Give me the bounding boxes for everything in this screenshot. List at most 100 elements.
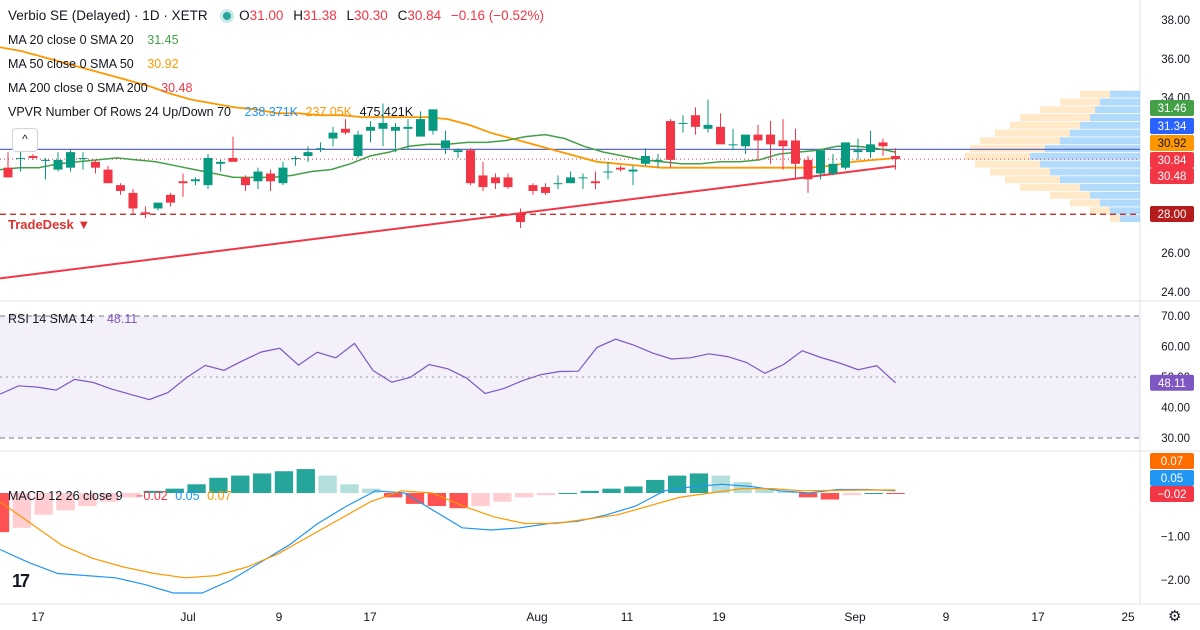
candle-body <box>578 177 588 179</box>
macd-histogram-bar <box>78 493 97 507</box>
candle-body <box>228 157 238 162</box>
volume-profile-bar <box>1020 183 1080 191</box>
macd-histogram-bar <box>515 493 534 498</box>
candle-body <box>853 150 863 153</box>
candle-body <box>878 142 888 147</box>
x-tick-label: Aug <box>526 610 547 624</box>
ma50-label: MA 50 close 0 SMA 50 <box>8 57 134 71</box>
candle-body <box>778 140 788 147</box>
ma20-value: 31.45 <box>147 33 179 47</box>
macd-histogram-bar <box>798 493 818 498</box>
candle-body <box>78 157 88 159</box>
macd-histogram-bar <box>536 493 556 496</box>
macd-tick-label: −2.00 <box>1161 575 1190 587</box>
candle-body <box>816 150 825 174</box>
macd-tag-bg <box>1150 470 1194 486</box>
macd-signal-value: 0.07 <box>207 489 232 503</box>
low-value: 30.30 <box>354 8 388 23</box>
candle-body <box>153 202 163 209</box>
macd-tag-bg <box>1150 486 1194 502</box>
candle-body <box>728 144 738 146</box>
volume-profile-bar <box>980 137 1060 145</box>
ma200-value: 30.48 <box>161 81 193 95</box>
volume-profile-bar <box>1050 191 1090 199</box>
ma200-line <box>0 165 896 280</box>
macd-histogram-bar <box>274 471 294 493</box>
tradingview-logo-icon[interactable]: 17 <box>12 571 30 591</box>
macd-histogram-bar <box>449 493 468 509</box>
macd-histogram-bar <box>405 493 425 504</box>
macd-signal-line <box>0 488 896 579</box>
candle-body <box>353 134 363 156</box>
price-tag-bg <box>1150 168 1194 184</box>
volume-profile-bar <box>1090 207 1110 215</box>
vpvr-legend[interactable]: VPVR Number Of Rows 24 Up/Down 70 238.37… <box>8 104 417 120</box>
volume-profile-bar <box>1030 152 1140 160</box>
rsi-legend[interactable]: RSI 14 SMA 14 48.11 <box>8 311 141 327</box>
volume-profile-bar <box>1080 90 1110 98</box>
x-tick-label: 25 <box>1121 610 1135 624</box>
candle-body <box>591 181 600 184</box>
candle-body <box>166 194 175 203</box>
candle-body <box>491 177 500 184</box>
vpvr-up-value: 238.371K <box>244 105 299 119</box>
volume-profile-bar <box>1080 121 1140 129</box>
x-tick-label: 11 <box>621 610 634 624</box>
x-tick-label: 17 <box>31 610 45 624</box>
candle-body <box>316 148 325 150</box>
macd-tag-text: 0.07 <box>1161 456 1183 468</box>
candle-body <box>191 179 200 182</box>
volume-profile-bar <box>1080 183 1140 191</box>
macd-histogram-bar <box>12 493 32 528</box>
collapse-legend-button[interactable]: ^ <box>12 128 38 152</box>
candle-body <box>441 140 450 149</box>
candle-body <box>53 159 63 170</box>
candle-body <box>541 187 550 193</box>
price-tick-label: 24.00 <box>1161 287 1190 299</box>
macd-histogram-bar <box>493 493 512 502</box>
candle-body <box>28 156 38 158</box>
macd-legend[interactable]: MACD 12 26 close 9 −0.02 0.05 0.07 <box>8 488 235 504</box>
candle-body <box>566 177 575 184</box>
ma20-legend[interactable]: MA 20 close 0 SMA 20 31.45 <box>8 32 183 48</box>
ma50-legend[interactable]: MA 50 close 0 SMA 50 30.92 <box>8 56 183 72</box>
macd-histogram-bar <box>471 493 490 507</box>
market-status-dot <box>223 11 232 20</box>
x-tick-label: Sep <box>844 610 866 624</box>
rsi-tick-label: 30.00 <box>1161 433 1190 445</box>
candle-body <box>803 159 813 180</box>
volume-profile-bar <box>1070 199 1100 207</box>
candle-body <box>278 167 288 184</box>
macd-histogram-bar <box>886 493 905 494</box>
settings-gear-icon[interactable]: ⚙ <box>1168 608 1182 625</box>
volume-profile-bar <box>970 145 1045 153</box>
candle-body <box>128 192 138 209</box>
candle-body <box>791 140 800 164</box>
volume-profile-bar <box>990 168 1050 176</box>
candle-body <box>3 167 13 178</box>
macd-histogram-bar <box>231 475 250 493</box>
ma200-legend[interactable]: MA 200 close 0 SMA 200 30.48 <box>8 80 196 96</box>
volume-profile-bar <box>1040 106 1095 114</box>
candle-body <box>328 132 338 139</box>
x-tick-label: 9 <box>943 610 950 624</box>
rsi-tag-text: 48.11 <box>1158 378 1186 390</box>
candle-body <box>266 173 275 182</box>
candle-body <box>703 124 713 129</box>
tradedesk-label[interactable]: TradeDesk ▼ <box>8 217 91 232</box>
macd-histogram-bar <box>842 493 861 496</box>
candle-body <box>741 134 750 147</box>
price-tag-text: 31.34 <box>1158 121 1187 133</box>
candle-body <box>41 159 50 161</box>
macd-histogram-bar <box>864 493 883 494</box>
volume-profile-bar <box>1010 121 1080 129</box>
candle-body <box>66 152 75 168</box>
macd-histogram-bar <box>209 477 228 493</box>
x-tick-label: 17 <box>1031 610 1045 624</box>
price-tag-text: 31.46 <box>1158 103 1187 115</box>
symbol-title: Verbio SE (Delayed) · 1D · XETR <box>8 8 208 23</box>
volume-profile-bar <box>1100 98 1140 106</box>
candle-body <box>666 121 675 160</box>
macd-label: MACD 12 26 close 9 <box>8 489 123 503</box>
